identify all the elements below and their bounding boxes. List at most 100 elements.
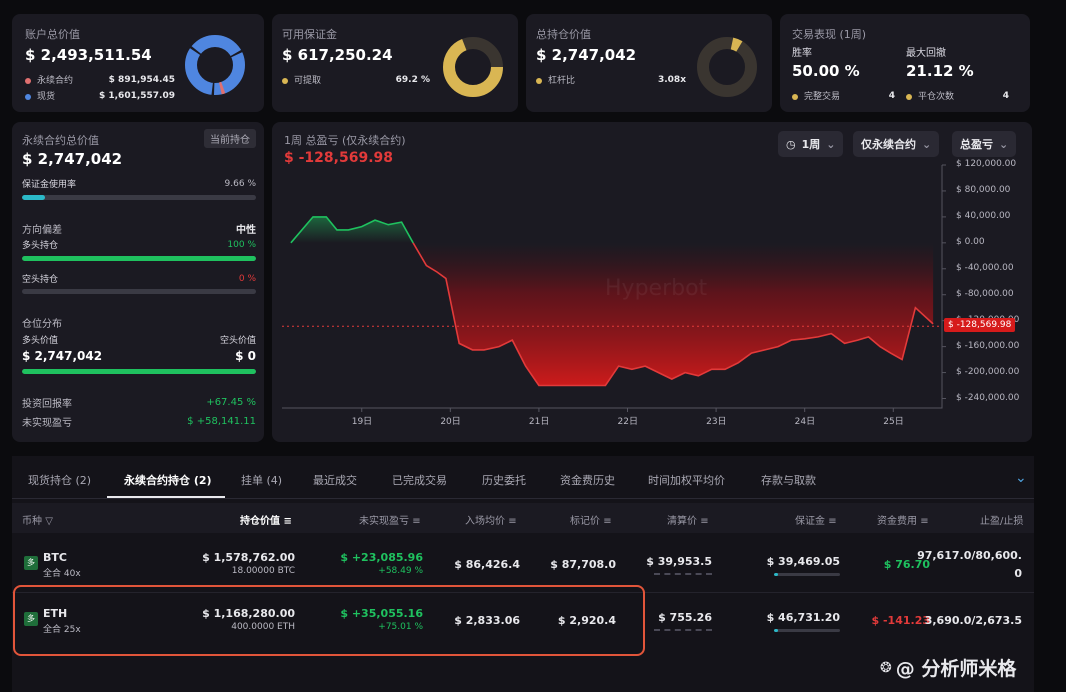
donut-chart (184, 34, 246, 96)
distribution-bar (22, 369, 256, 374)
tab-5[interactable]: 历史委托 (482, 474, 526, 487)
tpsl[interactable]: 97,617.0/80,600. (917, 549, 1022, 562)
th-value[interactable]: 持仓价值 ≡ (240, 512, 292, 527)
tab-6[interactable]: 资金费历史 (560, 474, 615, 487)
legend-value: 69.2 % (395, 74, 430, 85)
sort-icon: ≡ (920, 516, 929, 527)
tab-7[interactable]: 时间加权平均价 (648, 474, 725, 487)
current-position-badge[interactable]: 当前持仓 (204, 129, 256, 148)
collapse-chevron-icon[interactable]: ⌄ (1015, 470, 1027, 486)
th-coin[interactable]: 币种 ▽ (22, 512, 53, 527)
perp-title: 永续合约总价值 (22, 134, 99, 147)
long-label: 多头持仓 (22, 241, 59, 251)
short-row: 空头持仓 0 % (22, 272, 256, 286)
y-tick: $ -160,000.00 (956, 340, 1020, 351)
distribution-label: 仓位分布 (22, 319, 62, 330)
margin-usage-label: 保证金使用率 (22, 180, 77, 190)
margin-usage-value: 9.66 % (224, 178, 256, 189)
th-tpsl[interactable]: 止盈/止损 (980, 512, 1023, 527)
roi-row: 投资回报率 +67.45 % (22, 395, 256, 410)
roi-label: 投资回报率 (22, 399, 72, 410)
th-upnl[interactable]: 未实现盈亏 ≡ (359, 512, 421, 527)
table-row[interactable]: 多 ETH 全合 25x $ 1,168,280.00 400.0000 ETH… (12, 596, 1034, 646)
total-position-card: 总持仓价值 $ 2,747,042 杠杆比 3.08x (526, 14, 772, 112)
upnl-label: 未实现盈亏 (22, 418, 72, 429)
legend-value: 4 (1002, 90, 1009, 101)
tab-3[interactable]: 最近成交 (313, 474, 357, 487)
th-margin[interactable]: 保证金 ≡ (795, 512, 837, 527)
upnl-row: 未实现盈亏 $ +58,141.11 (22, 414, 256, 429)
th-entry[interactable]: 入场均价 ≡ (465, 512, 517, 527)
th-label: 资金费用 (877, 516, 917, 527)
win-rate-value: 50.00 % (792, 62, 860, 80)
coin[interactable]: BTC (43, 551, 67, 564)
bias-label: 方向偏差 (22, 225, 62, 236)
margin-bar (774, 629, 840, 632)
long-value: $ 2,747,042 (22, 349, 103, 363)
long-row: 多头持仓 100 % (22, 238, 256, 252)
tab-4[interactable]: 已完成交易 (392, 474, 447, 487)
metric-dropdown[interactable]: 总盈亏 ⌄ (952, 131, 1017, 157)
scope-dropdown[interactable]: 仅永续合约 ⌄ (853, 131, 940, 157)
x-tick: 23日 (706, 417, 727, 427)
upnl-value: $ +58,141.11 (187, 416, 256, 427)
th-liq[interactable]: 清算价 ≡ (667, 512, 709, 527)
mark-price: $ 87,708.0 (550, 558, 616, 571)
legend-dot (25, 77, 31, 84)
short-pct: 0 % (238, 273, 256, 284)
watermark: ❂ @ 分析师米格 (880, 654, 1016, 681)
sort-icon: ≡ (508, 516, 517, 527)
distribution-values-row: $ 2,747,042 $ 0 (22, 349, 256, 363)
tab-1[interactable]: 永续合约持仓 (2) (124, 474, 212, 487)
sort-icon: ≡ (412, 516, 421, 527)
tab-2[interactable]: 挂单 (4) (241, 474, 283, 487)
roi-value: +67.45 % (206, 397, 256, 408)
tab-0[interactable]: 现货持仓 (2) (28, 474, 92, 487)
max-drawdown-label: 最大回撤 (906, 48, 946, 59)
th-label: 入场均价 (465, 516, 505, 527)
legend-perp: 永续合约 $ 891,954.45 (25, 73, 175, 86)
legend-spot: 现货 $ 1,601,557.09 (25, 89, 175, 102)
legend-label: 现货 (37, 92, 56, 102)
x-tick: 22日 (617, 417, 638, 427)
upnl: $ +35,055.16 (340, 607, 423, 620)
th-label: 止盈/止损 (980, 516, 1024, 527)
perp-summary-panel: 永续合约总价值 当前持仓 $ 2,747,042 保证金使用率 9.66 % 方… (12, 122, 264, 442)
y-tick: $ -40,000.00 (956, 262, 1014, 273)
th-mark[interactable]: 标记价 ≡ (570, 512, 612, 527)
tpsl-cont[interactable]: 0 (1014, 567, 1022, 580)
legend-leverage: 杠杆比 3.08x (536, 73, 686, 86)
table-row[interactable]: 多 BTC 全合 40x $ 1,578,762.00 18.00000 BTC… (12, 540, 1034, 590)
legend-value: 4 (888, 90, 895, 101)
y-tick: $ -240,000.00 (956, 392, 1020, 403)
period-dropdown[interactable]: ◷ 1周 ⌄ (778, 131, 844, 157)
x-tick: 24日 (794, 417, 816, 427)
available-margin-card: 可用保证金 $ 617,250.24 可提取 69.2 % (272, 14, 518, 112)
card-label: 可用保证金 (282, 28, 337, 41)
th-label: 清算价 (667, 516, 697, 527)
donut-chart (697, 37, 757, 97)
long-bar (22, 256, 256, 261)
filter-icon[interactable]: ▽ (45, 516, 53, 527)
entry-price: $ 2,833.06 (454, 614, 520, 627)
total-value-card: 账户总价值 $ 2,493,511.54 永续合约 $ 891,954.45 现… (12, 14, 264, 112)
bottom-section (12, 456, 1034, 692)
performance-card: 交易表现 (1周) 胜率 50.00 % 最大回撤 21.12 % 完整交易 4… (780, 14, 1030, 112)
card-label: 交易表现 (1周) (792, 28, 867, 41)
th-funding[interactable]: 资金费用 ≡ (877, 512, 929, 527)
mode: 全合 25x (43, 625, 81, 635)
upnl-pct: +75.01 % (378, 622, 423, 632)
legend-dot (906, 93, 912, 100)
x-tick: 25日 (883, 417, 904, 427)
tab-8[interactable]: 存款与取款 (761, 474, 816, 487)
legend-dot (792, 93, 798, 100)
liq-dashes (654, 573, 712, 575)
legend-value: 3.08x (657, 74, 686, 85)
position-size: 400.0000 ETH (231, 622, 295, 632)
coin[interactable]: ETH (43, 607, 68, 620)
tpsl[interactable]: 3,690.0/2,673.5 (924, 614, 1022, 627)
long-value-label: 多头价值 (22, 336, 59, 346)
margin-usage-bar (22, 195, 256, 200)
close-count: 平仓次数 4 (906, 89, 1009, 102)
chevron-down-icon: ⌄ (826, 137, 836, 151)
